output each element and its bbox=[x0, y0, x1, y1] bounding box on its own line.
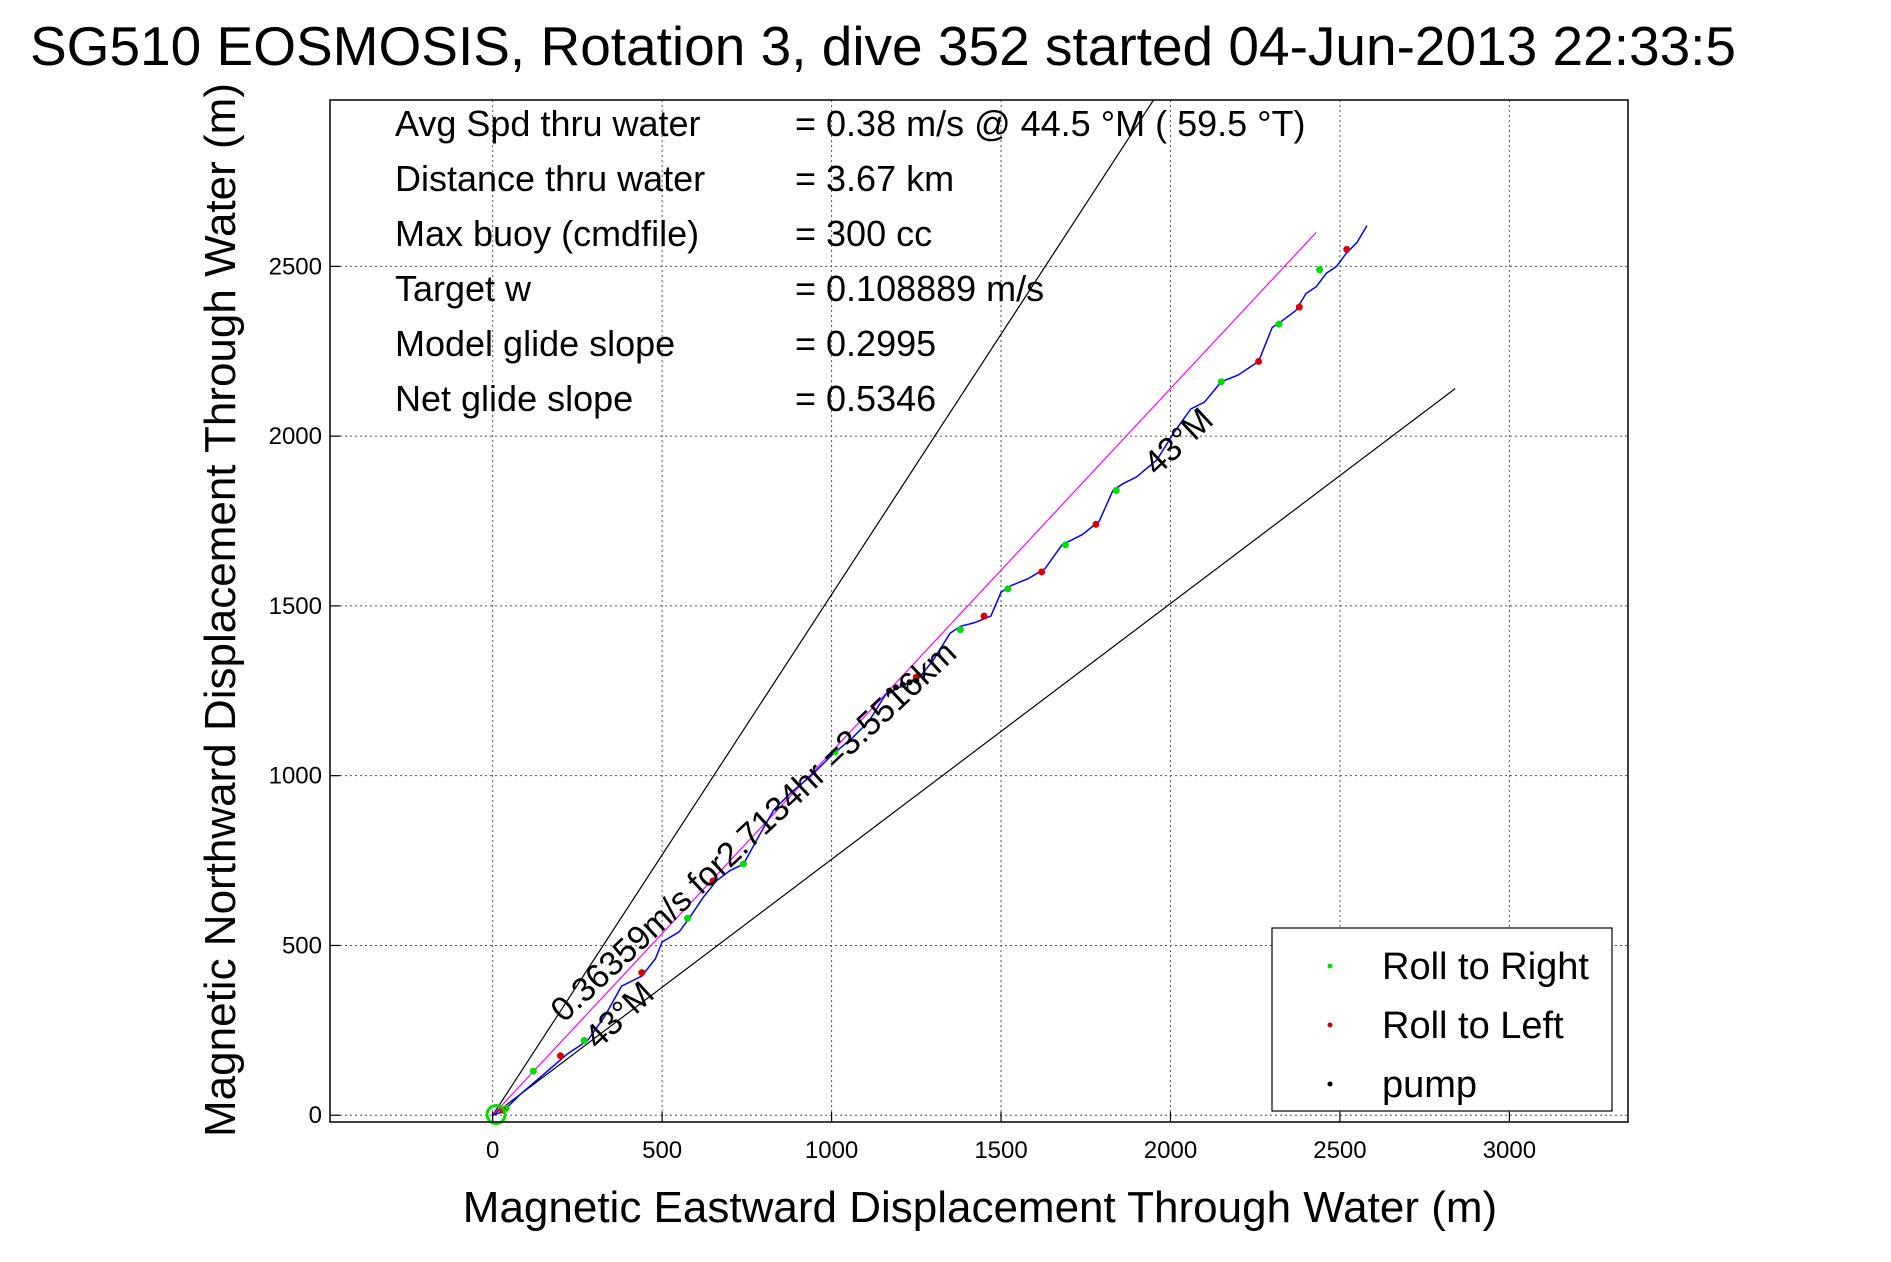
stat-label: Distance thru water bbox=[395, 158, 705, 199]
roll-right-marker bbox=[956, 626, 964, 634]
roll-right-marker bbox=[739, 860, 747, 868]
pump-marker bbox=[913, 677, 920, 684]
x-axis: 0 500 1000 1500 2000 2500 3000 bbox=[486, 1112, 1536, 1164]
upper-bound-line bbox=[492, 99, 1155, 1116]
roll-left-marker bbox=[638, 969, 646, 977]
y-tick-label: 1000 bbox=[269, 763, 322, 790]
roll-right-marker bbox=[580, 1037, 588, 1045]
pump-marker bbox=[906, 679, 913, 686]
y-tick-label: 1500 bbox=[269, 593, 322, 620]
stat-value: = 0.38 m/s @ 44.5 °M ( 59.5 °T) bbox=[795, 103, 1306, 144]
y-tick-label: 500 bbox=[282, 932, 322, 959]
heading-annotation: 43°M bbox=[1136, 401, 1220, 483]
roll-left-marker bbox=[1038, 568, 1046, 576]
stat-value: = 300 cc bbox=[795, 213, 932, 254]
legend: Roll to Right Roll to Left pump bbox=[1271, 927, 1613, 1112]
roll-left-marker bbox=[1255, 357, 1263, 365]
y-tick-label: 0 bbox=[309, 1102, 322, 1129]
roll-left-marker bbox=[1295, 303, 1303, 311]
legend-label: pump bbox=[1382, 1064, 1477, 1106]
roll-left-marker bbox=[1343, 245, 1351, 253]
heading-line bbox=[492, 232, 1317, 1116]
roll-right-marker bbox=[684, 914, 692, 922]
legend-label: Roll to Left bbox=[1382, 1005, 1564, 1047]
x-tick-label: 3000 bbox=[1483, 1137, 1536, 1164]
start-marker bbox=[485, 1104, 507, 1126]
roll-right-marker bbox=[1004, 585, 1012, 593]
lower-bound-line bbox=[492, 388, 1456, 1116]
x-tick-label: 0 bbox=[486, 1137, 499, 1164]
stat-value: = 0.108889 m/s bbox=[795, 268, 1044, 309]
plot-area: 0 500 1000 1500 2000 2500 3000 0 500 1000 1500 200… bbox=[269, 99, 1629, 1164]
stat-label: Max buoy (cmdfile) bbox=[395, 213, 699, 254]
legend-label: Roll to Right bbox=[1382, 946, 1589, 988]
pump-marker bbox=[892, 684, 899, 691]
x-tick-label: 1500 bbox=[974, 1137, 1027, 1164]
y-axis: 0 500 1000 1500 2000 2500 bbox=[269, 253, 340, 1129]
grid-lines bbox=[330, 100, 1628, 1122]
stat-value: = 0.2995 bbox=[795, 323, 936, 364]
roll-right-marker bbox=[831, 748, 839, 756]
x-tick-label: 500 bbox=[642, 1137, 682, 1164]
x-tick-label: 1000 bbox=[805, 1137, 858, 1164]
x-tick-label: 2000 bbox=[1144, 1137, 1197, 1164]
y-tick-label: 2500 bbox=[269, 253, 322, 280]
y-axis-label: Magnetic Northward Displacement Through … bbox=[196, 83, 245, 1137]
plot-frame bbox=[329, 99, 1629, 1123]
markers bbox=[485, 245, 1351, 1126]
pump-marker bbox=[899, 681, 906, 688]
pump-marker bbox=[886, 687, 893, 694]
roll-right-marker bbox=[1061, 541, 1069, 549]
legend-box bbox=[1271, 927, 1613, 1112]
roll-right-marker bbox=[1112, 486, 1120, 494]
roll-right-marker bbox=[1217, 378, 1225, 386]
roll-right-marker bbox=[529, 1067, 537, 1075]
reference-lines bbox=[492, 99, 1456, 1116]
roll-left-marker bbox=[556, 1052, 564, 1060]
stat-label: Net glide slope bbox=[395, 378, 633, 419]
roll-left-marker bbox=[980, 612, 988, 620]
legend-marker bbox=[1327, 963, 1333, 969]
stat-label: Avg Spd thru water bbox=[395, 103, 701, 144]
stats-block: Avg Spd thru water = 0.38 m/s @ 44.5 °M (… bbox=[395, 103, 1306, 419]
stat-label: Model glide slope bbox=[395, 323, 675, 364]
x-axis-label: Magnetic Eastward Displacement Through W… bbox=[463, 1183, 1497, 1232]
y-tick-label: 2000 bbox=[269, 423, 322, 450]
stat-value: = 3.67 km bbox=[795, 158, 954, 199]
legend-marker bbox=[1327, 1081, 1333, 1087]
roll-right-marker bbox=[1316, 266, 1324, 274]
stat-value: = 0.5346 bbox=[795, 378, 936, 419]
roll-right-marker bbox=[1275, 320, 1283, 328]
legend-marker bbox=[1327, 1022, 1333, 1028]
speed-annotation: 0.36359m/s for2.7134hr =3.5516km bbox=[543, 634, 964, 1030]
chart-title: SG510 EOSMOSIS, Rotation 3, dive 352 sta… bbox=[30, 15, 1736, 77]
roll-left-marker bbox=[1092, 520, 1100, 528]
stat-label: Target w bbox=[395, 268, 532, 309]
roll-left-marker bbox=[709, 877, 717, 885]
x-tick-label: 2500 bbox=[1313, 1137, 1366, 1164]
